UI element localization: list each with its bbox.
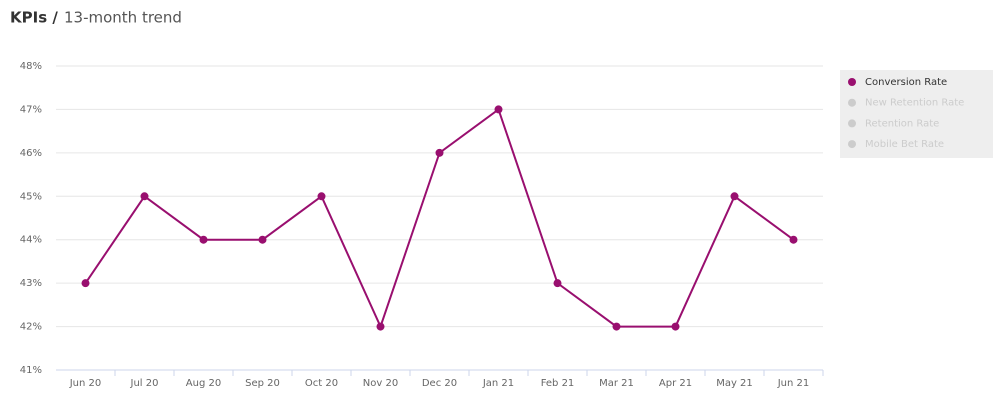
x-tick-label: May 21 xyxy=(716,378,753,389)
x-tick-label: Dec 20 xyxy=(422,378,457,389)
y-tick-label: 43% xyxy=(20,278,42,289)
y-tick-label: 47% xyxy=(20,104,42,115)
y-tick-label: 48% xyxy=(20,61,42,72)
series-line xyxy=(84,107,795,330)
y-tick-label: 41% xyxy=(20,365,42,376)
data-point xyxy=(553,279,562,288)
y-tick-label: 42% xyxy=(20,322,42,333)
y-tick-label: 46% xyxy=(20,148,42,159)
legend-label[interactable]: Conversion Rate xyxy=(865,77,947,88)
data-point xyxy=(199,235,208,244)
chart-title: KPIs / xyxy=(10,9,58,27)
data-point xyxy=(494,105,503,114)
data-point xyxy=(671,322,680,331)
data-point xyxy=(612,322,621,331)
data-point xyxy=(140,192,149,201)
x-tick-label: Oct 20 xyxy=(305,378,338,389)
data-point xyxy=(258,235,267,244)
x-tick-label: Feb 21 xyxy=(541,378,575,389)
data-point xyxy=(435,148,444,157)
x-tick-label: Aug 20 xyxy=(186,378,221,389)
y-tick-label: 45% xyxy=(20,191,42,202)
data-point xyxy=(81,279,90,288)
legend-box xyxy=(840,70,993,158)
data-point xyxy=(730,192,739,201)
y-tick-label: 44% xyxy=(20,235,42,246)
legend-marker xyxy=(848,119,856,128)
x-tick-label: Jun 20 xyxy=(69,378,102,389)
x-tick-label: Mar 21 xyxy=(599,378,634,389)
data-point xyxy=(789,235,798,244)
data-point xyxy=(317,192,326,201)
x-tick-label: Apr 21 xyxy=(659,378,692,389)
x-tick-label: Sep 20 xyxy=(245,378,280,389)
data-point xyxy=(376,322,385,331)
x-tick-label: Nov 20 xyxy=(363,378,398,389)
legend-marker xyxy=(848,78,856,86)
x-tick-label: Jun 21 xyxy=(777,378,810,389)
chart-subtitle: 13-month trend xyxy=(64,9,182,27)
legend-label[interactable]: Retention Rate xyxy=(865,118,939,129)
legend-label[interactable]: Mobile Bet Rate xyxy=(865,139,944,150)
legend-marker xyxy=(848,140,856,149)
x-tick-label: Jul 20 xyxy=(130,378,159,389)
legend-marker xyxy=(848,98,856,107)
x-tick-label: Jan 21 xyxy=(482,378,514,389)
legend-label[interactable]: New Retention Rate xyxy=(865,98,964,109)
